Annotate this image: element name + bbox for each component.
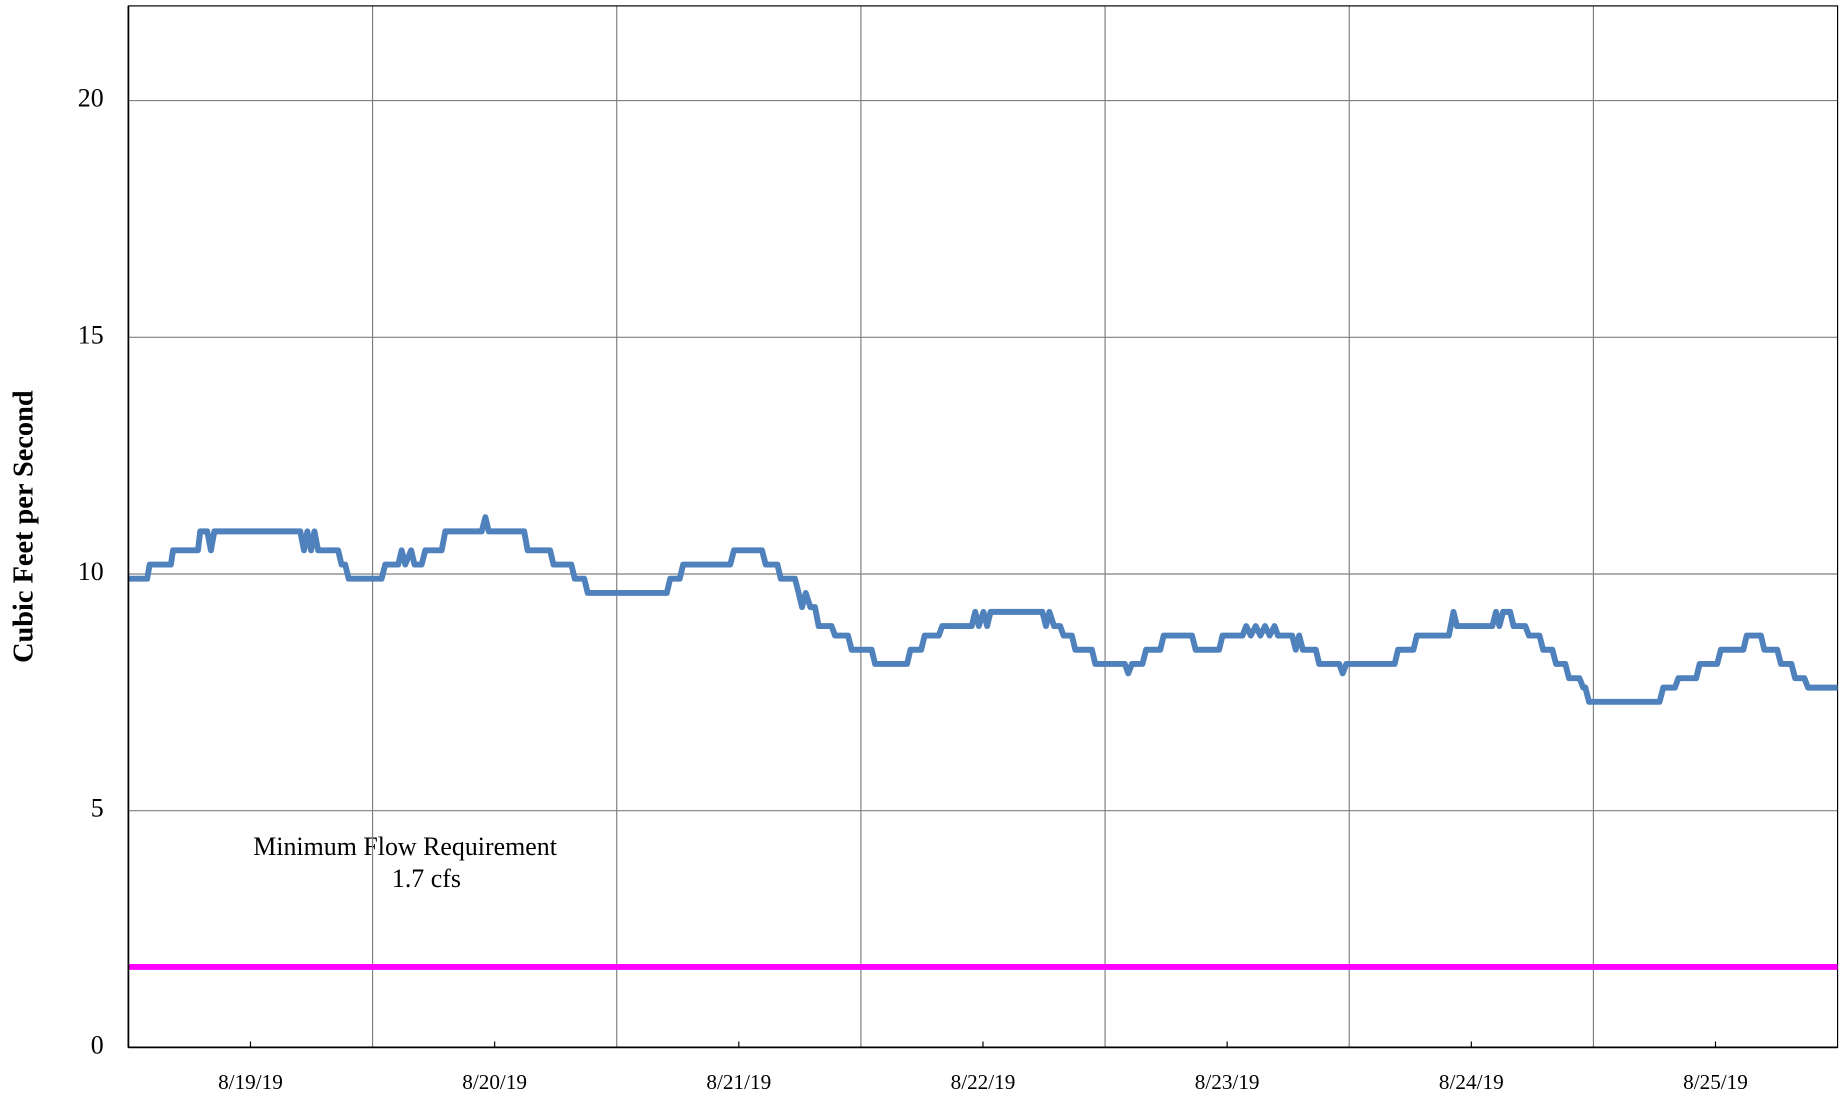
y-tick-label: 15 bbox=[78, 320, 104, 349]
y-tick-label: 10 bbox=[78, 557, 104, 586]
x-tick-label: 8/25/19 bbox=[1683, 1070, 1748, 1094]
y-tick-label: 5 bbox=[91, 794, 104, 823]
x-tick-label: 8/20/19 bbox=[462, 1070, 527, 1094]
x-tick-label: 8/19/19 bbox=[218, 1070, 283, 1094]
annotation: 1.7 cfs bbox=[392, 864, 461, 893]
annotation: Minimum Flow Requirement bbox=[253, 832, 557, 861]
y-axis-label: Cubic Feet per Second bbox=[8, 390, 39, 663]
data-line bbox=[128, 514, 1838, 705]
x-tick-label: 8/21/19 bbox=[706, 1070, 771, 1094]
plot-frame bbox=[127, 5, 1839, 1048]
y-tick-label: 20 bbox=[78, 84, 104, 113]
x-tick-label: 8/24/19 bbox=[1439, 1070, 1504, 1094]
x-tick-label: 8/23/19 bbox=[1195, 1070, 1260, 1094]
x-tick-label: 8/22/19 bbox=[951, 1070, 1016, 1094]
y-tick-label: 0 bbox=[91, 1030, 104, 1059]
